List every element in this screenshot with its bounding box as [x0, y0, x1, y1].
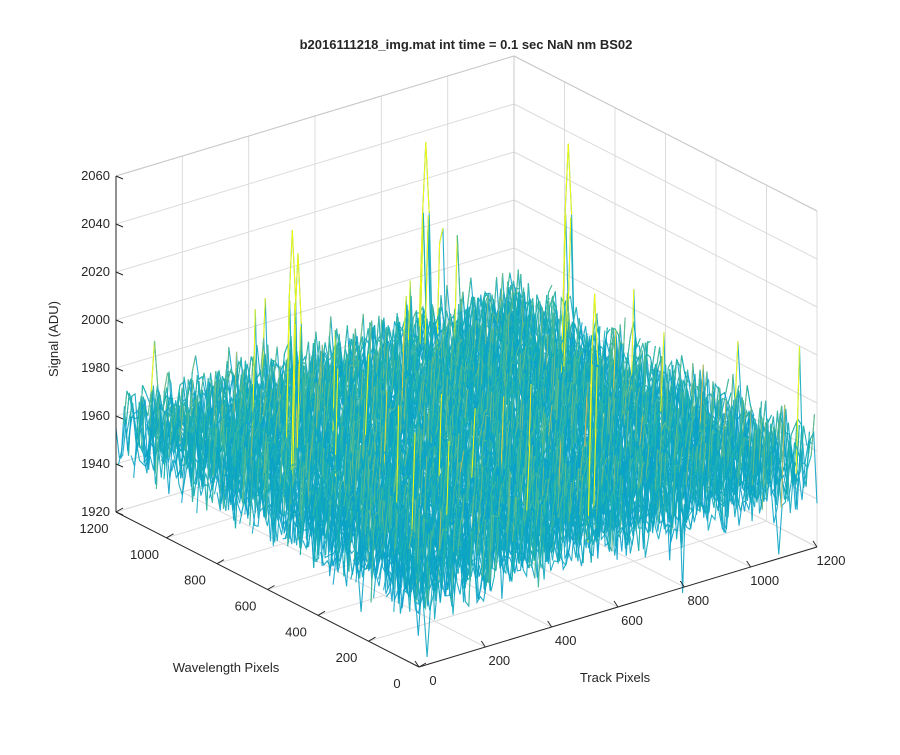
surface-highlight [353, 366, 356, 367]
surface-highlight [420, 514, 423, 515]
z-tick-label: 1980 [81, 360, 110, 375]
z-tick-label: 2060 [81, 168, 110, 183]
y-tick-label: 1000 [130, 547, 159, 562]
y-tick-label: 600 [235, 599, 257, 614]
y-tick-label: 800 [184, 573, 206, 588]
x-tick-label: 1200 [817, 553, 846, 568]
x-tick-label: 800 [687, 593, 709, 608]
z-tick-label: 2020 [81, 264, 110, 279]
x-tick-label: 0 [429, 673, 436, 688]
y-tick-label: 0 [393, 676, 400, 691]
y-axis-label: Wavelength Pixels [173, 660, 280, 675]
z-tick-label: 1960 [81, 408, 110, 423]
z-tick-label: 1940 [81, 456, 110, 471]
z-axis-label: Signal (ADU) [46, 301, 61, 377]
surface-highlight [386, 479, 389, 480]
x-tick-label: 400 [555, 633, 577, 648]
y-tick-label: 400 [285, 624, 307, 639]
z-tick-label: 1920 [81, 504, 110, 519]
x-tick-label: 200 [488, 653, 510, 668]
x-tick-label: 1000 [750, 573, 779, 588]
surface-highlight [562, 496, 565, 497]
z-tick-label: 2000 [81, 312, 110, 327]
x-axis-label: Track Pixels [580, 670, 651, 685]
x-tick-label: 600 [621, 613, 643, 628]
y-tick-label: 1200 [80, 521, 109, 536]
y-tick-label: 200 [336, 650, 358, 665]
z-tick-label: 2040 [81, 216, 110, 231]
chart-title: b2016111218_img.mat int time = 0.1 sec N… [300, 37, 633, 52]
